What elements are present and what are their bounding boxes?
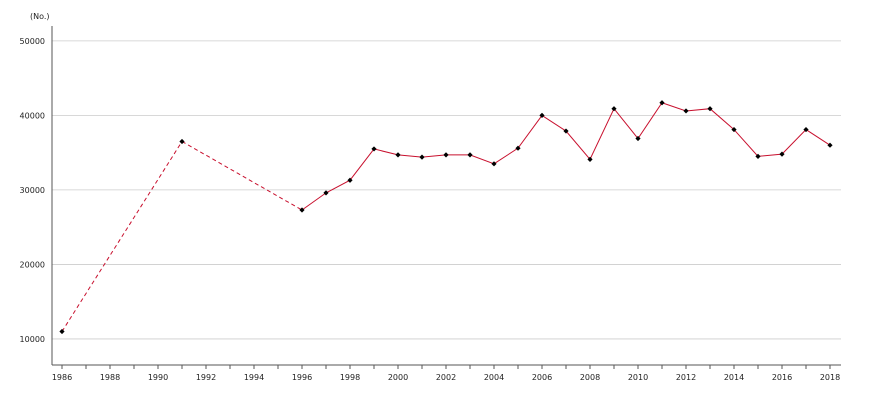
x-tick-label-2018: 2018 xyxy=(820,373,840,382)
data-points xyxy=(59,100,833,335)
data-point-2010 xyxy=(635,135,641,142)
y-tick-label-50000: 50000 xyxy=(20,37,45,46)
data-point-2015 xyxy=(755,153,761,159)
x-tick-label-1990: 1990 xyxy=(148,373,168,382)
data-point-2004 xyxy=(491,161,497,167)
axes xyxy=(51,26,841,369)
data-point-1999 xyxy=(371,146,377,152)
x-tick-label-2014: 2014 xyxy=(724,373,744,382)
x-tick-label-2000: 2000 xyxy=(388,373,408,382)
data-point-2002 xyxy=(443,152,449,158)
data-point-2017 xyxy=(803,126,809,133)
x-tick-label-1994: 1994 xyxy=(244,373,264,382)
data-point-2016 xyxy=(779,151,785,157)
data-point-1996 xyxy=(299,207,305,213)
grid-lines xyxy=(52,40,841,340)
data-point-1997 xyxy=(323,190,329,196)
data-point-2007 xyxy=(563,128,569,134)
data-point-2006 xyxy=(539,112,545,119)
data-point-2018 xyxy=(827,142,833,148)
x-tick-label-1996: 1996 xyxy=(292,373,312,382)
y-tick-label-30000: 30000 xyxy=(20,186,45,195)
dashed-segment-1 xyxy=(181,141,303,211)
y-tick-label-20000: 20000 xyxy=(20,260,45,269)
y-tick-label-40000: 40000 xyxy=(20,111,45,120)
x-tick-label-1988: 1988 xyxy=(100,373,120,382)
y-tick-label-10000: 10000 xyxy=(20,335,45,344)
data-point-2012 xyxy=(683,108,689,114)
x-tick-label-2004: 2004 xyxy=(484,373,504,382)
data-point-1986 xyxy=(59,328,65,335)
series-line-0 xyxy=(301,102,831,211)
x-tick-label-1998: 1998 xyxy=(340,373,360,382)
dashed-series-lines xyxy=(61,141,303,332)
data-point-2014 xyxy=(731,126,737,133)
data-point-2003 xyxy=(467,152,473,158)
data-point-2001 xyxy=(419,154,425,160)
x-tick-label-2008: 2008 xyxy=(580,373,600,382)
y-unit-label: (No.) xyxy=(30,12,50,21)
x-tick-label-2006: 2006 xyxy=(532,373,552,382)
data-point-2000 xyxy=(395,152,401,158)
data-point-2009 xyxy=(611,106,617,112)
x-tick-label-1992: 1992 xyxy=(196,373,216,382)
x-tick-label-2010: 2010 xyxy=(628,373,648,382)
series-line xyxy=(301,102,831,211)
x-tick-labels: 1986 1988 1990 1992 1994 1996 1998 2000 2002 2004… xyxy=(52,373,840,382)
x-tick-label-2016: 2016 xyxy=(772,373,792,382)
data-point-1998 xyxy=(347,177,353,183)
x-tick-label-2002: 2002 xyxy=(436,373,456,382)
y-tick-labels: 10000 20000 30000 40000 50000 xyxy=(20,37,45,344)
data-point-2011 xyxy=(659,100,665,106)
x-tick-label-1986: 1986 xyxy=(52,373,72,382)
data-point-2005 xyxy=(515,145,521,151)
data-point-2008 xyxy=(587,156,593,162)
x-tick-label-2012: 2012 xyxy=(676,373,696,382)
data-point-1991 xyxy=(179,138,185,145)
dashed-segment-0 xyxy=(61,141,183,332)
data-point-2013 xyxy=(707,106,713,112)
